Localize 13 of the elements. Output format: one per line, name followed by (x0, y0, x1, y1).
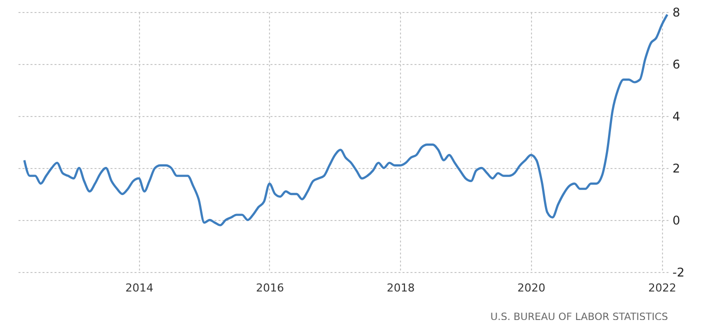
x-tick-label: 2014 (125, 282, 154, 294)
x-tick-label: 2018 (386, 282, 415, 294)
text: U.S. BUREAU OF LABOR STATISTICS (490, 312, 668, 323)
y-tick-label: 4 (672, 110, 680, 124)
x-tick-label: 2016 (256, 282, 284, 294)
y-tick-label: 0 (672, 214, 680, 228)
line-series (23, 14, 668, 226)
y-tick-label: -2 (672, 266, 684, 280)
x-tick-label: 2020 (517, 282, 546, 294)
y-tick-label: 2 (672, 162, 680, 176)
x-tick-label: 2022 (648, 282, 676, 294)
y-tick-label: 8 (672, 6, 680, 20)
y-tick-label: 6 (672, 58, 680, 72)
